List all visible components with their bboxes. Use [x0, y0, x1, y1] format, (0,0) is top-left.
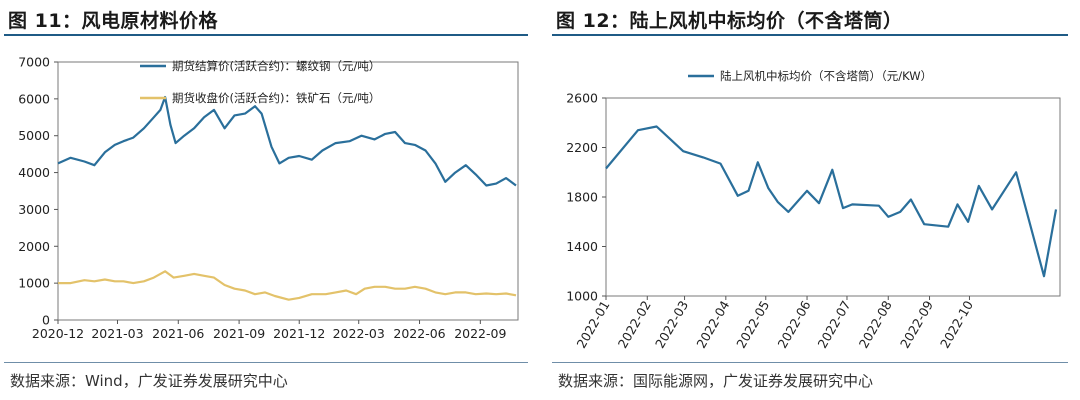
y-tick-label: 6000 [18, 91, 50, 106]
raw-material-price-chart: 0 1000 2000 3000 4000 5000 6000 7000 2020-12 2021… [18, 55, 519, 341]
figure-12-top-rule [552, 34, 1068, 36]
x-tick-label: 2022-04 [693, 298, 732, 351]
figure-12-title: 图 12：陆上风机中标均价（不含塔筒） [556, 10, 903, 32]
x-tick-label: 2022-09 [454, 326, 506, 341]
x-tick-label: 2022-03 [333, 326, 385, 341]
figure-12-panel: 图 12：陆上风机中标均价（不含塔筒） 1000 1400 1800 2200 2600… [548, 0, 1080, 400]
y-tick-label: 4000 [18, 165, 50, 180]
y-tick-label: 7000 [18, 55, 50, 70]
y-tick-label: 2600 [566, 91, 598, 106]
figure-11-title: 图 11：风电原材料价格 [8, 10, 219, 32]
y-tick-label: 1800 [566, 190, 598, 205]
figure-11-bottom-rule [4, 362, 528, 363]
x-tick-label: 2022-02 [615, 298, 654, 351]
y-tick-label: 3000 [18, 202, 50, 217]
x-tick-label: 2022-05 [733, 298, 772, 351]
y-tick-label: 2000 [18, 239, 50, 254]
series-line-1 [57, 95, 517, 187]
x-tick-label: 2022-06 [393, 326, 445, 341]
y-tick-label: 1400 [566, 239, 598, 254]
figure-11-source: 数据来源：Wind，广发证券发展研究中心 [10, 372, 288, 390]
x-tick-label: 2022-09 [897, 298, 936, 351]
x-tick-label: 2022-01 [573, 298, 612, 351]
plot-frame [605, 97, 1061, 297]
y-tick-label: 2200 [566, 140, 598, 155]
y-tick-label: 5000 [18, 128, 50, 143]
figure-12-source: 数据来源：国际能源网，广发证券发展研究中心 [558, 372, 874, 390]
x-tick-label: 2022-03 [652, 298, 691, 351]
plot-frame [57, 61, 519, 321]
x-tick-label: 2022-06 [775, 298, 814, 351]
x-tick-label: 2020-12 [32, 326, 84, 341]
x-tick-label: 2021-09 [213, 326, 265, 341]
y-tick-label: 1000 [18, 276, 50, 291]
legend-label-2: 期货收盘价(活跃合约)：铁矿石（元/吨） [172, 91, 380, 105]
x-tick-label: 2022-10 [937, 298, 976, 351]
figure-11-panel: 图 11：风电原材料价格 0 1000 2000 3000 4000 5000 6000 70… [4, 10, 528, 390]
series-line-2 [58, 270, 517, 301]
legend-label-1: 陆上风机中标均价（不含塔筒）（元/KW） [720, 69, 932, 83]
x-tick-label: 2021-12 [273, 326, 325, 341]
x-tick-label: 2022-07 [814, 298, 853, 351]
x-tick-label: 2022-08 [856, 298, 895, 351]
x-tick-label: 2021-03 [91, 326, 143, 341]
y-tick-label: 0 [42, 313, 50, 328]
series-line-1 [605, 125, 1058, 278]
figure-11-top-rule [4, 34, 528, 36]
x-tick-label: 2021-06 [152, 326, 204, 341]
figure-12-bottom-rule [552, 362, 1068, 363]
legend-label-1: 期货结算价(活跃合约)：螺纹钢（元/吨） [172, 59, 380, 73]
y-tick-label: 1000 [566, 289, 598, 304]
